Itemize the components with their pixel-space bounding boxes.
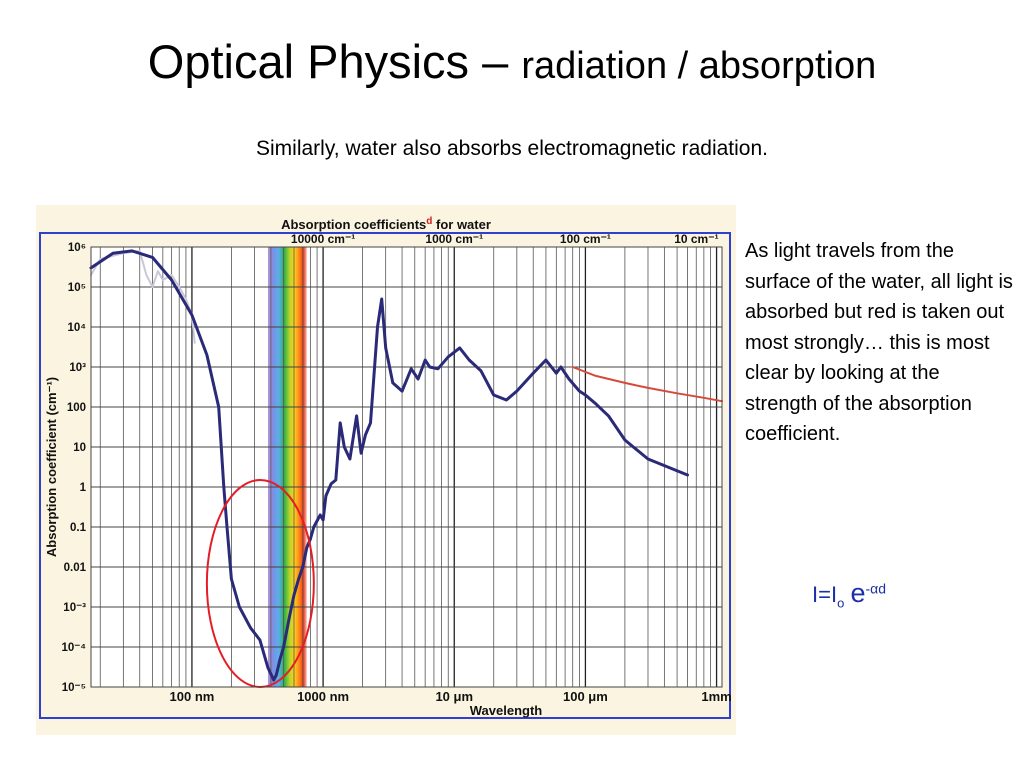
slide-subtitle: Similarly, water also absorbs electromag… — [256, 137, 768, 160]
top-tick-label: 10000 cm⁻¹ — [291, 232, 355, 246]
series-layer — [89, 249, 723, 682]
side-description: As light travels from the surface of the… — [745, 240, 1013, 445]
y-tick-label: 100 — [67, 402, 86, 414]
y-tick-label: 0.01 — [64, 562, 87, 574]
y-tick-label: 10⁵ — [68, 282, 86, 294]
formula-lhs: I=I — [812, 582, 838, 607]
formula-base: e — [850, 578, 866, 608]
y-tick-label: 1 — [80, 482, 87, 494]
x-tick-label: 10 μm — [435, 689, 473, 704]
top-tick-label: 100 cm⁻¹ — [560, 232, 611, 246]
x-tick-label: 100 μm — [563, 689, 608, 704]
chart-panel: Absorption coefficientsd for water 10⁻⁵ 1… — [36, 205, 736, 735]
grid-layer — [91, 246, 722, 688]
absorption-chart: Absorption coefficientsd for water 10⁻⁵1… — [39, 216, 732, 719]
series-line-1 — [571, 366, 723, 403]
attenuation-formula: I=Io e-αd — [812, 578, 886, 610]
series-line-0 — [89, 249, 689, 682]
y-tick-label: 10⁴ — [68, 322, 87, 334]
formula-lhs-sub: o — [837, 595, 845, 611]
visible-spectrum-band — [267, 247, 307, 687]
y-tick-label: 10 — [73, 442, 86, 454]
slide-title-sub: radiation / absorption — [521, 45, 877, 87]
chart-title: Absorption coefficientsd for water — [281, 216, 491, 232]
y-tick-label: 10³ — [69, 362, 86, 374]
x-tick-label: 100 nm — [170, 689, 215, 704]
y-tick-label: 10⁻⁴ — [61, 642, 86, 654]
x-tick-label: 1000 nm — [297, 689, 349, 704]
y-tick-label: 10⁻³ — [63, 602, 86, 614]
top-tick-label: 1000 cm⁻¹ — [425, 232, 483, 246]
top-tick-label: 10 cm⁻¹ — [674, 232, 718, 246]
slide-title-main: Optical Physics – — [147, 35, 522, 88]
x-axis-label: Wavelength — [470, 703, 543, 718]
y-tick-label: 0.1 — [70, 522, 87, 534]
slide-title: Optical Physics – radiation / absorption — [0, 34, 1024, 89]
x-tick-label: 1mm — [701, 689, 731, 704]
tick-layer: 10⁻⁵ 10⁻⁴ 10⁻³ 0.01 0.1 1 10 100 10³ 10⁴ 10⁵ 10⁶ 100… — [61, 232, 731, 704]
plot-background — [91, 247, 722, 687]
plot-border — [90, 246, 723, 688]
y-tick-label: 10⁻⁵ — [62, 682, 86, 694]
formula-exponent: -αd — [865, 580, 887, 597]
y-axis-label: Absorption coefficient (cm⁻¹) — [44, 377, 59, 557]
plot-frame — [39, 232, 731, 719]
y-tick-label: 10⁶ — [68, 242, 86, 254]
